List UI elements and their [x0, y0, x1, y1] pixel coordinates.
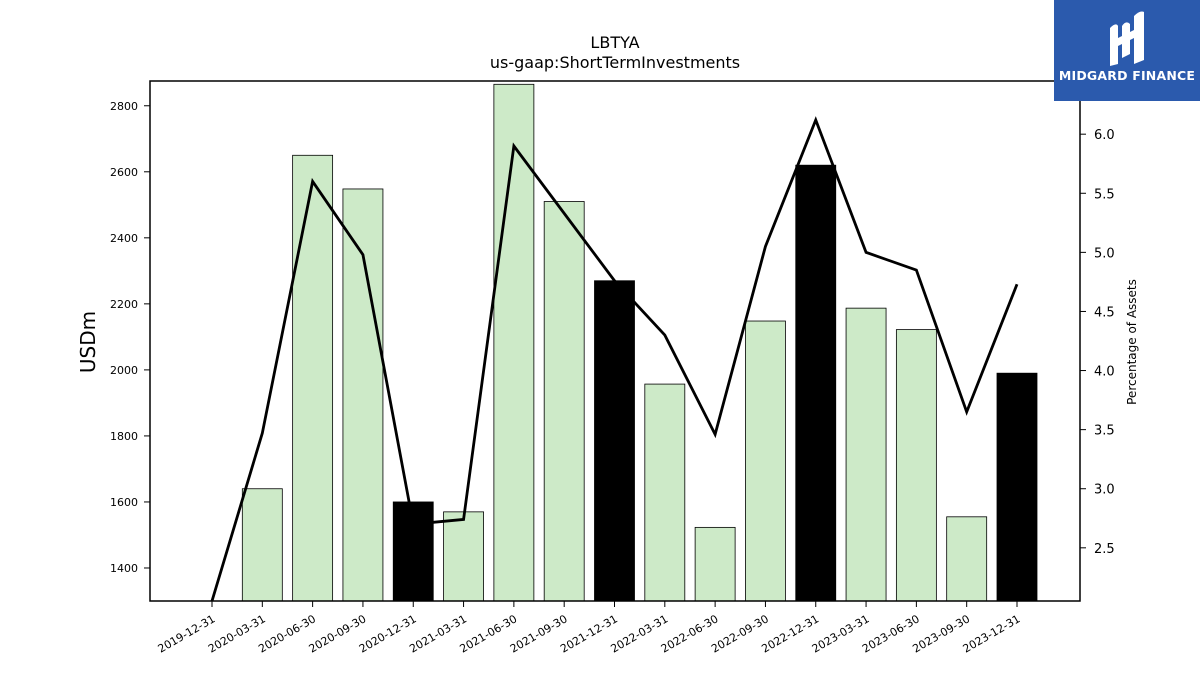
x-tick-label: 2023-12-31	[961, 612, 1023, 655]
bar	[996, 372, 1038, 602]
bar	[543, 201, 585, 602]
y2-tick-label: 6.0	[1094, 128, 1115, 143]
y-tick-label: 2200	[110, 298, 138, 311]
bar	[493, 83, 535, 602]
y2-tick-label: 3.5	[1094, 424, 1115, 439]
y-tick-label: 1400	[110, 562, 138, 575]
y-tick-label: 2800	[110, 100, 138, 113]
y-tick-label: 2400	[110, 232, 138, 245]
bar-series	[241, 83, 1038, 602]
bar	[292, 154, 334, 602]
y2-axis-ticks: 2.5 3.0 3.5 4.0 4.5 5.0 5.5 6.0	[1080, 128, 1115, 557]
y-axis-ticks: 1400 1600 1800 2000 2200 2400 2600 2800	[110, 100, 150, 575]
bar	[443, 511, 484, 602]
y2-tick-label: 4.0	[1094, 365, 1115, 380]
y-tick-label: 1800	[110, 430, 138, 443]
brand-name: MIDGARD FINANCE	[1058, 68, 1196, 83]
y2-tick-label: 5.0	[1094, 246, 1115, 261]
line-series-path	[210, 116, 1019, 602]
y-axis-label: USDm	[76, 311, 100, 373]
y2-axis-label: Percentage of Assets	[1125, 279, 1139, 405]
y-tick-label: 1600	[110, 496, 138, 509]
bar	[845, 307, 887, 602]
bar	[694, 526, 736, 602]
bar	[745, 320, 786, 602]
y2-tick-label: 5.5	[1094, 187, 1115, 202]
y2-tick-label: 4.5	[1094, 305, 1115, 320]
chart-subtitle: us-gaap:ShortTermInvestments	[490, 53, 740, 72]
chart-title: LBTYA	[590, 33, 639, 52]
bar	[795, 164, 837, 602]
midgard-logo-icon	[1110, 11, 1144, 66]
brand-logo: MIDGARD FINANCE	[1054, 0, 1200, 101]
y2-tick-label: 2.5	[1094, 542, 1115, 557]
bar	[594, 280, 635, 602]
bar	[895, 329, 937, 602]
x-axis-ticks: 2019-12-312020-03-312020-06-302020-09-30…	[156, 601, 1023, 656]
y-tick-label: 2000	[110, 364, 138, 377]
line-series	[210, 116, 1019, 602]
bar	[644, 383, 686, 602]
bar	[946, 516, 988, 602]
y-tick-label: 2600	[110, 166, 138, 179]
bar	[342, 188, 384, 602]
bar	[241, 488, 283, 602]
y2-tick-label: 3.0	[1094, 483, 1115, 498]
